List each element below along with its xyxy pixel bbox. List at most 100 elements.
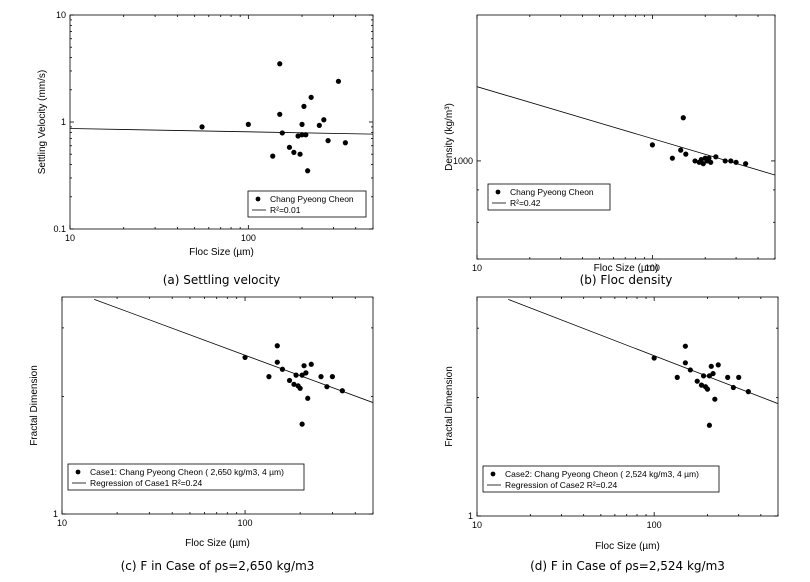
data-point [745,389,751,395]
data-point [321,117,327,123]
x-tick-label: 10 [65,233,75,243]
data-point [299,121,305,127]
data-point [728,158,734,164]
data-point [335,78,342,84]
x-tick-label: 100 [241,233,256,243]
data-point [299,132,305,138]
data-point [339,388,345,394]
legend-box [487,183,611,211]
data-point [708,363,714,369]
chart-panel-2: 10 100 1 Floc Size (µm) Fractal Dimension Cas… [29,296,374,573]
x-tick-label: 100 [645,263,660,273]
x-tick-label: 10 [57,518,67,528]
legend: Case2: Chang Pyeong Cheon ( 2,524 kg/m3,… [482,465,720,493]
panel-caption: (d) F in Case of ρs=2,524 kg/m3 [530,559,725,573]
plot-frame [476,296,779,517]
data-point [299,421,305,427]
legend-entry-line: Regression of Case1 R²=0.24 [90,478,202,488]
data-point [286,144,293,150]
data-point [680,115,686,121]
data-point [706,422,712,428]
data-point [687,367,693,373]
data-point [649,142,656,148]
data-point [305,168,311,174]
data-point [708,159,714,165]
data-point [700,373,707,379]
chart-panel-1: 10 100 1000 Floc Size (µm) Density (kg/m³) Ch… [444,14,776,287]
data-point [199,124,205,130]
panel-caption: (a) Settling velocity [163,273,281,287]
legend-entry-points: Case1: Chang Pyeong Cheon ( 2,650 kg/m3,… [90,467,284,477]
legend-box [247,190,367,218]
data-point [318,374,324,380]
x-axis-label: Floc Size (µm) [185,538,250,549]
data-point [299,372,305,378]
data-point [698,156,704,163]
data-point [736,374,742,380]
y-axis-label: Density (kg/m³) [444,103,455,171]
data-point [682,343,688,349]
x-tick-label: 10 [472,263,482,273]
data-point [245,121,251,127]
data-point [733,159,739,165]
data-point [725,374,731,380]
data-point [683,151,689,157]
data-point [270,153,276,159]
y-axis-label: Fractal Dimension [444,366,455,447]
data-point [713,154,719,160]
data-point [274,343,280,349]
data-point [651,355,657,361]
data-point [324,384,330,390]
data-point [325,138,331,144]
legend-marker [490,471,496,477]
data-point [295,133,301,139]
legend: Case1: Chang Pyeong Cheon ( 2,650 kg/m3,… [67,463,305,491]
data-point [700,161,706,167]
legend-entry-line: R²=0.01 [270,205,301,215]
x-axis-label: Floc Size (µm) [189,247,254,258]
regression-line [94,298,373,403]
regression-line [70,128,373,135]
data-point [316,122,322,128]
legend-entry-points: Chang Pyeong Cheon [270,194,354,204]
data-point [242,354,248,361]
data-point [678,147,684,153]
legend-entry-points: Case2: Chang Pyeong Cheon ( 2,524 kg/m3,… [505,469,699,479]
x-axis-label: Floc Size (µm) [594,263,659,274]
data-point [694,378,700,384]
data-point [682,360,688,366]
y-tick-label: 1 [61,117,66,127]
y-tick-label: 1000 [453,156,473,166]
chart-panel-3: 10 100 1 Floc Size (µm) Fractal Dimension Cas… [444,296,779,573]
data-point [704,386,711,392]
plot-frame [61,296,374,515]
panel-caption: (c) F in Case of ρs=2,650 kg/m3 [121,559,315,573]
legend-marker [255,196,261,202]
data-point [669,155,675,161]
data-point [277,111,283,117]
data-point [710,370,716,377]
data-point [342,140,348,146]
legend-marker [75,469,81,475]
x-tick-label: 100 [647,520,662,530]
chart-panel-0: 10 100 0.1 1 10 Floc Size (µm) Settling Veloci… [37,10,374,287]
legend-marker [495,189,501,195]
data-point [715,362,721,368]
data-point [303,132,309,138]
data-point [293,372,299,378]
legend-entry-line: R²=0.42 [510,198,541,208]
data-point [743,161,749,167]
data-point [712,396,718,402]
data-point [730,384,736,391]
data-point [286,377,293,384]
data-point [291,381,297,387]
data-point [301,363,307,369]
data-point [266,374,272,380]
data-point [291,149,297,155]
plot-frame [476,14,776,260]
data-point [308,94,314,100]
y-tick-label: 0.1 [53,224,66,234]
